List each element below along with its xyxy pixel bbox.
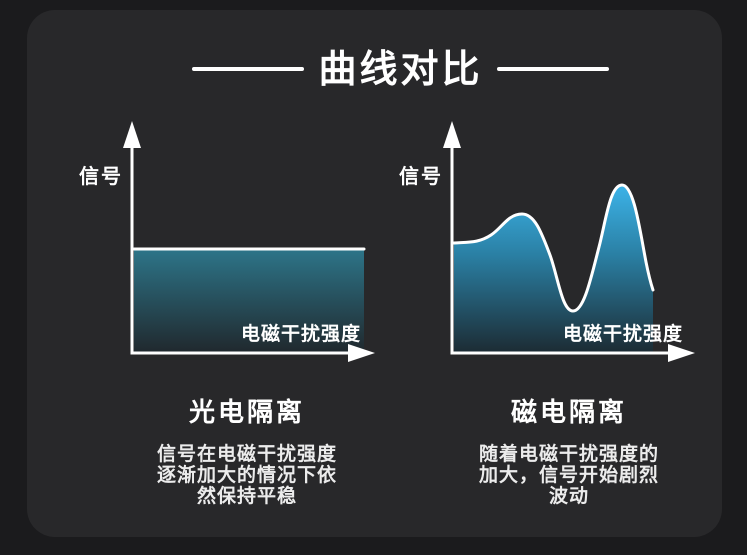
x-axis-arrow-icon xyxy=(668,344,695,362)
chart-heading-magnetoelectric: 磁电隔离 xyxy=(510,398,627,428)
chart-heading-photoelectric: 光电隔离 xyxy=(188,398,305,428)
description-line: 随着电磁干扰强度的 xyxy=(478,443,659,465)
y-axis-label: 信号 xyxy=(399,164,443,188)
x-axis-label: 电磁干扰强度 xyxy=(241,322,361,345)
chart-description-photoelectric: 信号在电磁干扰强度 逐渐加大的情况下依 然保持平稳 xyxy=(127,444,367,507)
description-line: 波动 xyxy=(548,485,589,507)
description-line: 然保持平稳 xyxy=(196,485,297,507)
chart-description-magnetoelectric: 随着电磁干扰强度的 加大，信号开始剧烈 波动 xyxy=(449,444,689,507)
description-line: 加大，信号开始剧烈 xyxy=(478,464,659,486)
flat-area-fill xyxy=(134,249,364,353)
title-decor-line-left xyxy=(192,67,305,71)
comparison-card: 曲线对比 信号 电磁干扰强度 xyxy=(27,10,722,537)
wave-curve-line xyxy=(452,183,655,313)
description-line: 逐渐加大的情况下依 xyxy=(156,464,337,486)
y-axis-arrow-icon xyxy=(443,121,461,148)
x-axis-arrow-icon xyxy=(348,344,375,362)
title-decor-line-right xyxy=(496,67,609,71)
y-axis-arrow-icon xyxy=(123,121,141,148)
x-axis-label: 电磁干扰强度 xyxy=(563,322,683,345)
fluctuating-signal-chart: 信号 电磁干扰强度 xyxy=(399,121,695,362)
flat-signal-chart: 信号 电磁干扰强度 xyxy=(79,121,375,362)
y-axis-label: 信号 xyxy=(79,164,123,188)
description-line: 信号在电磁干扰强度 xyxy=(156,443,337,465)
page-title: 曲线对比 xyxy=(318,47,483,91)
title-row: 曲线对比 xyxy=(27,50,747,88)
